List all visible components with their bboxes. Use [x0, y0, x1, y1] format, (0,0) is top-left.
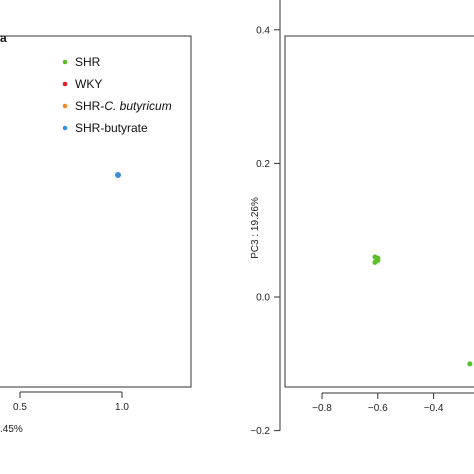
x-axis-b: −0.8 −0.6 −0.4 [312, 392, 474, 414]
panel-b: −0.20.00.20.40.6 −0.8−0.6−0.4 PC3 : 19.2… [250, 0, 474, 437]
x-tick-label: 1.0 [115, 402, 129, 413]
legend-marker-shr [62, 59, 68, 65]
x-tick-label: −0.8 [312, 403, 332, 414]
x-tick-label: 0.5 [13, 402, 27, 413]
legend-label-shr: SHR [75, 55, 101, 69]
data-points-b [372, 254, 473, 367]
legend-marker-shr-butyrate [62, 125, 68, 131]
legend-label-wky: WKY [75, 77, 102, 91]
panel-a: a 0.5 1.0 .45% SHR WKY SHR-C. butyricum … [0, 31, 192, 435]
y-tick-label: 0.4 [256, 25, 270, 36]
y-axis-b: −0.20.00.20.40.6 [250, 0, 281, 437]
y-tick-label: 0.2 [256, 159, 270, 170]
data-point-shr [372, 259, 378, 265]
plot-frame-a [0, 35, 192, 388]
legend: SHR WKY SHR-C. butyricum SHR-butyrate [62, 55, 172, 135]
x-axis-label: .45% [0, 424, 23, 435]
x-tick-label: −0.6 [368, 403, 388, 414]
y-tick-label: 0.0 [256, 293, 270, 304]
panel-label: a [0, 31, 7, 45]
legend-label-shr-butyrate: SHR-butyrate [75, 121, 148, 135]
x-axis-a: 0.5 1.0 .45% [0, 391, 129, 435]
plot-frame-b [284, 35, 474, 388]
y-tick-label: −0.2 [250, 426, 270, 437]
legend-label-shr-c-butyricum: SHR-C. butyricum [75, 99, 172, 113]
legend-marker-shr-c-butyricum [62, 103, 68, 109]
y-axis-label: PC3 : 19.26% [250, 197, 261, 259]
data-point-shr-butyrate [115, 172, 121, 178]
data-point-shr [375, 255, 381, 261]
data-point-shr [467, 361, 473, 367]
x-tick-label: −0.4 [424, 403, 444, 414]
legend-marker-wky [62, 81, 68, 87]
